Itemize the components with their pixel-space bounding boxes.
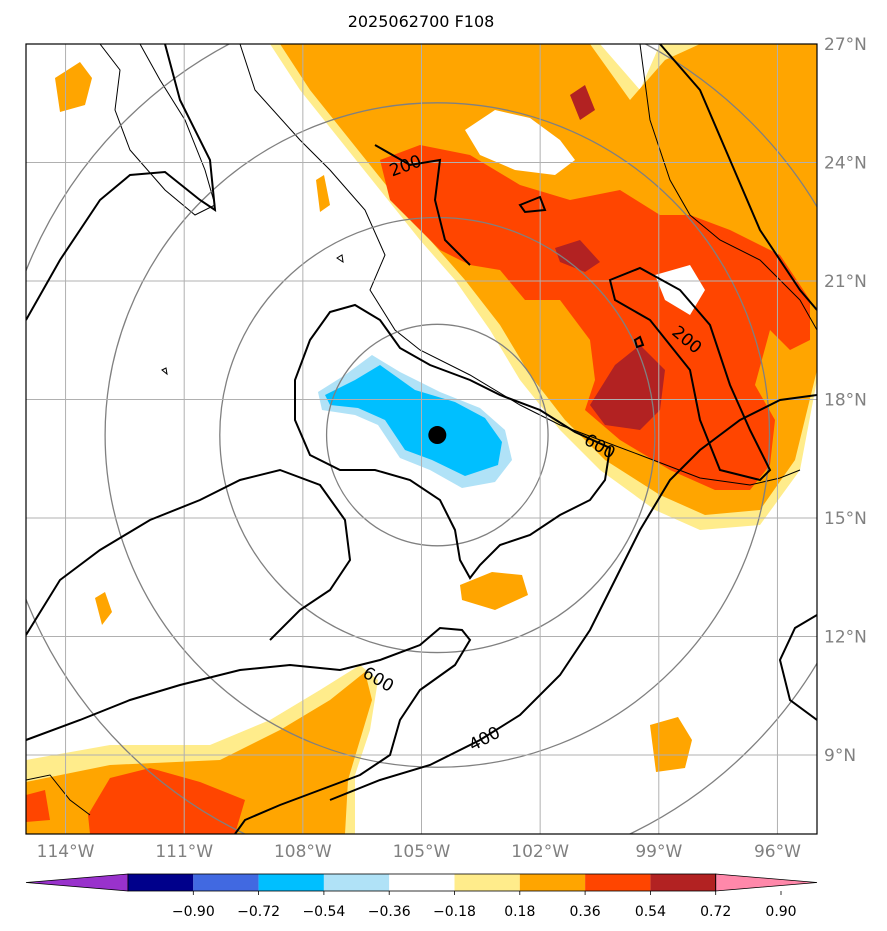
coastlines — [26, 44, 817, 816]
colorbar-extend-high — [715, 873, 818, 892]
x-tick-label-4: 102°W — [511, 842, 569, 862]
shade-band-sw-strong2 — [26, 790, 50, 822]
contour-600-loop — [294, 303, 612, 580]
shade-band-sw-strong — [88, 768, 245, 834]
colorbar-segment-1 — [193, 874, 259, 891]
shade-cell-2 — [460, 572, 528, 610]
y-tick-label-4: 15°N — [824, 509, 867, 529]
range-ring-0 — [325, 323, 549, 547]
gridlines — [26, 44, 817, 834]
colorbar-tick-label-1: −0.72 — [237, 904, 280, 920]
shade-cell-4 — [95, 592, 112, 625]
x-tick-label-3: 105°W — [393, 842, 451, 862]
coastline-mainland — [239, 44, 801, 486]
x-tick-label-0: 114°W — [37, 842, 95, 862]
colorbar-tick-label-0: −0.90 — [172, 904, 215, 920]
x-tick-label-5: 99°W — [635, 842, 682, 862]
colorbar-tick-label-3: −0.36 — [368, 904, 411, 920]
contour-gulf-small — [518, 195, 547, 214]
colorbar-tick-label-2: −0.54 — [302, 904, 345, 920]
x-tick-label-1: 111°W — [155, 842, 213, 862]
colorbar-segment-6 — [519, 874, 586, 891]
colorbar-segment-5 — [454, 874, 520, 891]
contour-se — [778, 614, 817, 721]
colorbar-extend-low — [25, 873, 129, 892]
contour-small-loop — [633, 335, 645, 349]
shade-cell-5 — [316, 175, 330, 212]
contour-400-east — [329, 394, 817, 801]
storm-center-marker — [428, 426, 447, 445]
shade-neg-mid — [325, 365, 502, 476]
shade-band-ne-gap — [465, 110, 575, 175]
colorbar-tick-label-5: 0.18 — [504, 904, 535, 920]
colorbar-segment-0 — [128, 874, 194, 891]
shaded-fields — [26, 44, 817, 834]
colorbar-segment-3 — [323, 874, 390, 891]
colorbar-tick-label-4: −0.18 — [433, 904, 476, 920]
y-tick-label-3: 18°N — [824, 391, 867, 411]
colorbar-segment-8 — [650, 874, 716, 891]
contour-600-sw — [26, 468, 352, 641]
colorbar-segment-2 — [258, 874, 324, 891]
y-tick-label-2: 21°N — [824, 272, 867, 292]
shade-cell-1 — [55, 62, 92, 112]
map-frame — [25, 43, 818, 835]
x-tick-labels: 114°W 111°W 108°W 105°W 102°W 99°W 96°W — [37, 842, 801, 862]
y-tick-labels: 27°N 24°N 21°N 18°N 15°N 12°N 9°N — [824, 35, 867, 766]
chart-title: 2025062700 F108 — [348, 12, 495, 31]
range-ring-1 — [219, 216, 656, 654]
contour-200-gulf — [374, 144, 471, 266]
colorbar-outline — [127, 873, 717, 892]
shade-band-ne-max2 — [555, 240, 600, 272]
colorbar-tick-label-6: 0.36 — [570, 904, 601, 920]
y-tick-label-5: 12°N — [824, 628, 867, 648]
coastline-baja — [99, 44, 216, 216]
shade-band-ne-max1 — [590, 345, 665, 430]
y-tick-label-1: 24°N — [824, 154, 867, 174]
y-tick-label-0: 27°N — [824, 35, 867, 55]
height-contours — [26, 44, 817, 834]
shade-cell-3 — [650, 717, 692, 772]
range-rings — [26, 44, 817, 834]
coastline-gulf-east — [639, 44, 817, 331]
colorbar-tick-label-8: 0.72 — [700, 904, 731, 920]
island-2 — [161, 367, 168, 376]
y-tick-label-6: 9°N — [824, 746, 856, 766]
island-1 — [336, 254, 344, 264]
colorbar-segment-4 — [389, 874, 455, 891]
contour-200-west — [26, 44, 217, 321]
contour-200-central — [608, 266, 772, 482]
colorbar-tick-label-9: 0.90 — [765, 904, 796, 920]
x-tick-label-6: 96°W — [754, 842, 801, 862]
colorbar-tick-label-7: 0.54 — [635, 904, 666, 920]
coastline-south — [26, 774, 91, 816]
x-tick-label-2: 108°W — [274, 842, 332, 862]
shade-band-ne-strong — [380, 145, 810, 490]
range-ring-2 — [104, 102, 771, 768]
colorbar: −0.90 −0.72 −0.54 −0.36 −0.18 0.18 0.36 0.54 0.7… — [25, 873, 818, 920]
contour-400-outer — [26, 626, 472, 834]
colorbar-segment-7 — [585, 874, 651, 891]
shade-band-ne-max3 — [570, 85, 595, 120]
contour-200-ne — [659, 44, 817, 311]
